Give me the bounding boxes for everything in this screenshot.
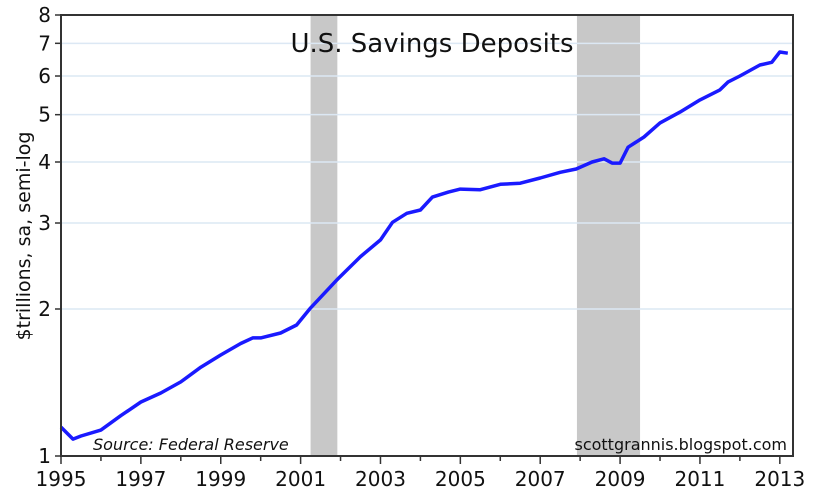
recession-band: [576, 15, 641, 456]
savings-deposits-line: [59, 50, 789, 441]
y-axis-label: $trillions, sa, semi-log: [13, 132, 35, 341]
chart-title: U.S. Savings Deposits: [290, 29, 573, 59]
y-tick-label: 8: [38, 3, 51, 27]
recession-band: [310, 15, 338, 456]
x-tick-label: 1997: [115, 467, 166, 491]
x-tick-label: 1999: [195, 467, 246, 491]
x-tick-label: 2013: [754, 467, 805, 491]
y-tick-label: 6: [38, 64, 51, 88]
x-tick-label: 2005: [435, 467, 486, 491]
y-tick-label: 4: [38, 150, 51, 174]
y-tick-label: 5: [38, 103, 51, 127]
y-tick-label: 3: [38, 211, 51, 235]
y-tick-label: 7: [38, 31, 51, 55]
x-tick-label: 2001: [275, 467, 326, 491]
x-tick-label: 2011: [674, 467, 725, 491]
x-tick-label: 2007: [515, 467, 566, 491]
watermark: scottgrannis.blogspot.com: [574, 435, 787, 454]
y-tick-label: 2: [38, 297, 51, 321]
x-tick-label: 1995: [36, 467, 87, 491]
source-note: Source: Federal Reserve: [93, 435, 289, 454]
y-tick-label: 1: [38, 444, 51, 468]
x-tick-label: 2003: [355, 467, 406, 491]
plot-frame: [60, 14, 794, 457]
x-tick-label: 2009: [595, 467, 646, 491]
